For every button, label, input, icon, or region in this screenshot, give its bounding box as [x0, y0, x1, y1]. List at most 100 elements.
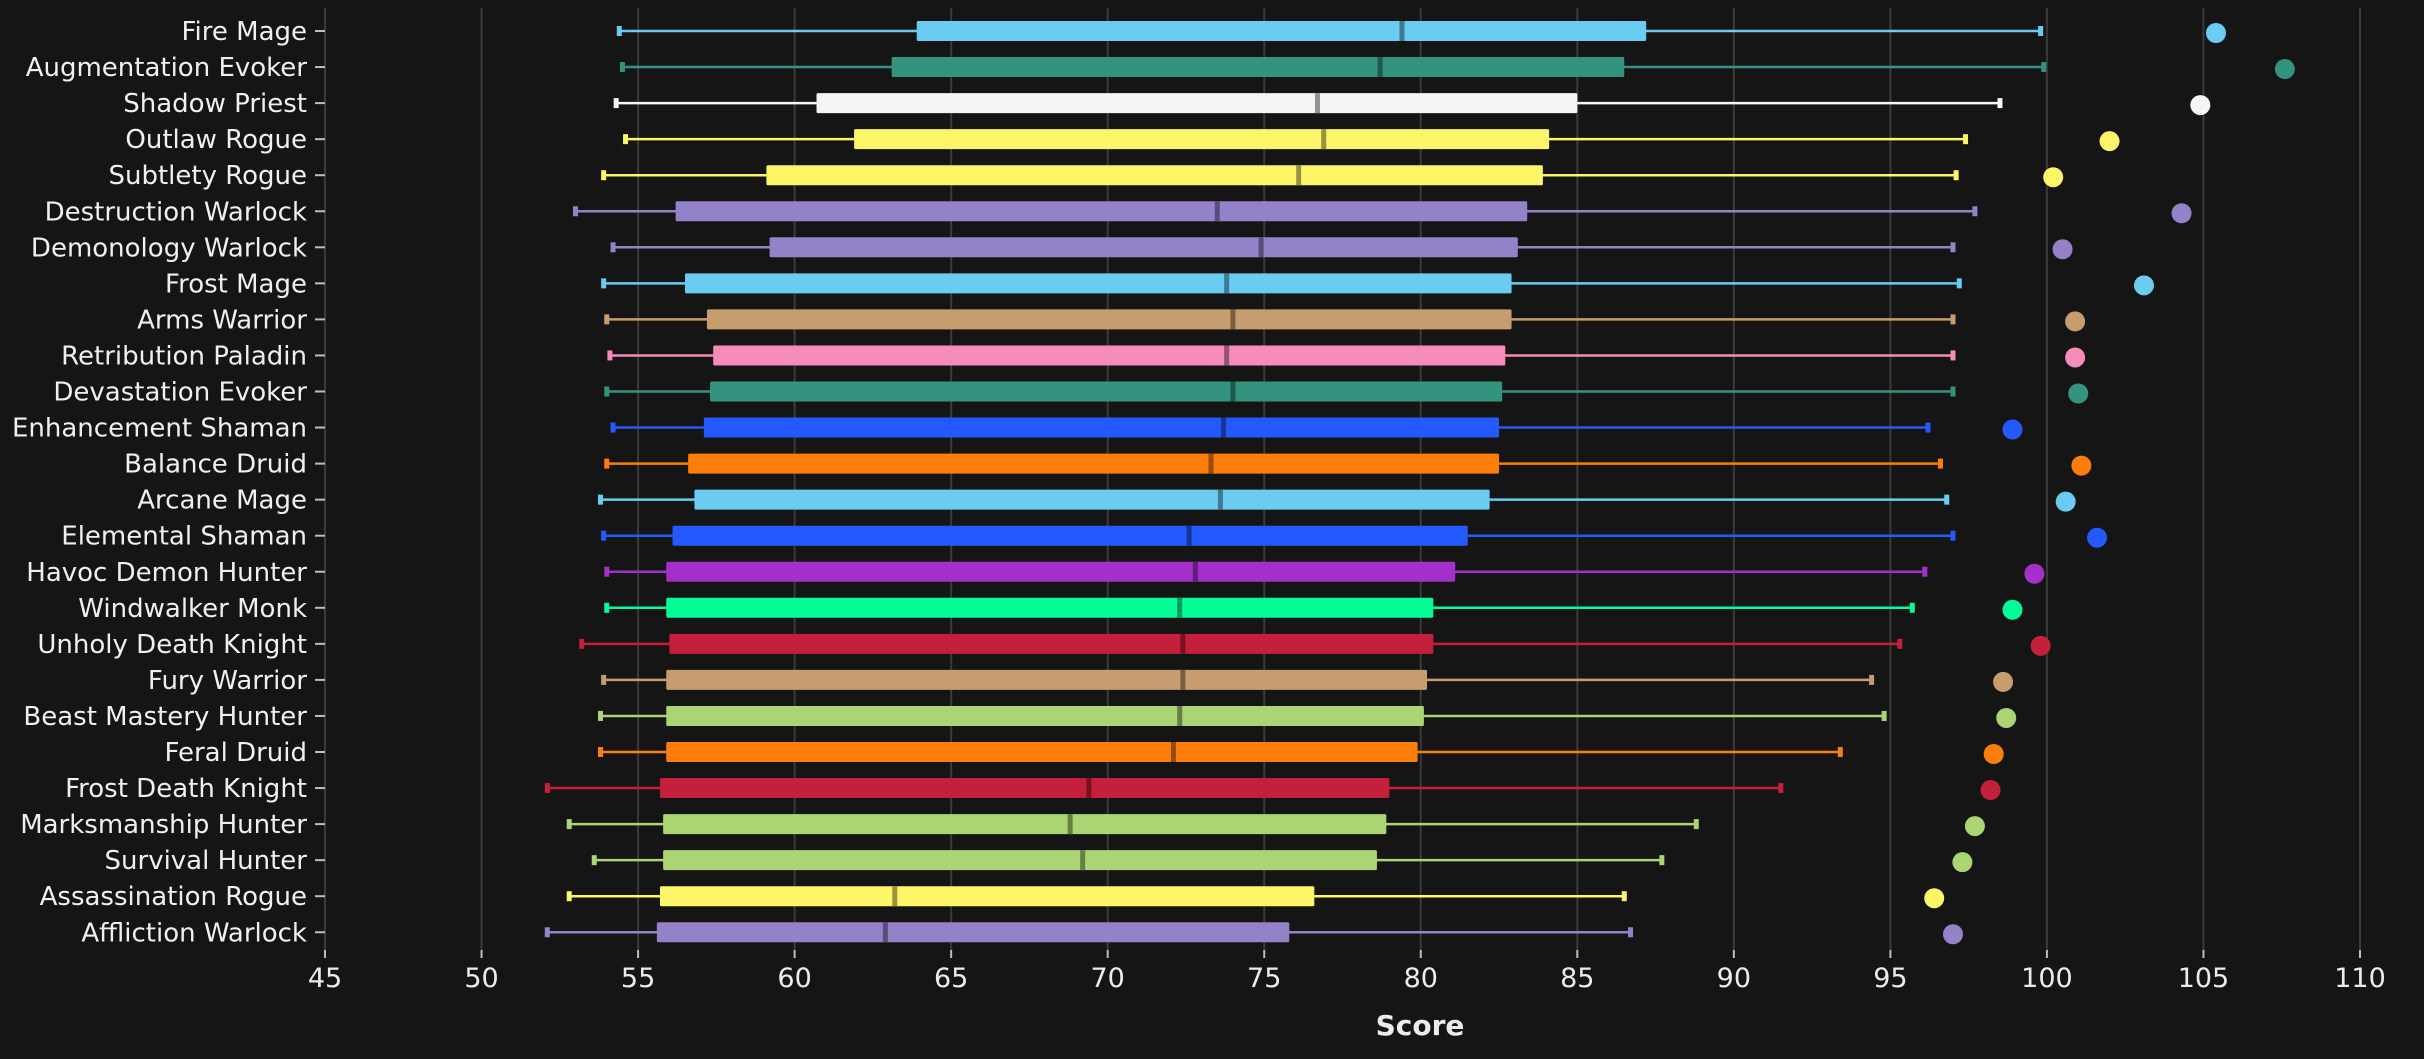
- whisker-cap-low-fire-mage: [616, 26, 622, 36]
- median-destruction-warlock: [1214, 201, 1220, 222]
- x-tick-label-100: 100: [2021, 963, 2073, 994]
- whisker-cap-low-marksmanship-hunter: [566, 819, 572, 830]
- x-tick-label-55: 55: [621, 963, 655, 994]
- whisker-cap-low-augmentation-evoker: [619, 62, 625, 73]
- median-shadow-priest: [1314, 93, 1320, 114]
- whisker-cap-high-demonology-warlock: [1950, 242, 1956, 253]
- x-tick-label-70: 70: [1091, 963, 1125, 994]
- box-augmentation-evoker: [891, 57, 1625, 78]
- x-tick-label-50: 50: [464, 963, 498, 994]
- category-label-fury-warrior: Fury Warrior: [148, 666, 307, 696]
- max-dot-frost-mage: [2133, 275, 2154, 296]
- whisker-cap-high-arcane-mage: [1944, 494, 1950, 505]
- whisker-cap-high-affliction-warlock: [1628, 927, 1634, 938]
- box-frost-death-knight: [659, 778, 1390, 799]
- category-label-outlaw-rogue: Outlaw Rogue: [125, 125, 307, 155]
- category-label-havoc-demon-hunter: Havoc Demon Hunter: [26, 558, 307, 588]
- median-feral-druid: [1170, 742, 1176, 762]
- x-tick-label-105: 105: [2178, 963, 2230, 994]
- whisker-cap-high-marksmanship-hunter: [1693, 819, 1699, 830]
- category-label-arms-warrior: Arms Warrior: [137, 305, 307, 335]
- max-dot-subtlety-rogue: [2043, 167, 2064, 188]
- max-dot-affliction-warlock: [1943, 924, 1963, 945]
- category-label-fire-mage: Fire Mage: [181, 17, 307, 47]
- category-label-frost-mage: Frost Mage: [165, 269, 307, 299]
- max-dot-assassination-rogue: [1924, 888, 1945, 909]
- box-balance-druid: [688, 453, 1500, 474]
- max-dot-destruction-warlock: [2171, 203, 2192, 224]
- whisker-cap-low-enhancement-shaman: [610, 422, 616, 433]
- box-arcane-mage: [694, 489, 1490, 510]
- box-frost-mage: [685, 273, 1512, 294]
- category-label-windwalker-monk: Windwalker Monk: [78, 594, 307, 624]
- x-tick-label-85: 85: [1560, 963, 1594, 994]
- dot-layer: [1924, 23, 2295, 945]
- median-unholy-death-knight: [1180, 633, 1186, 654]
- whisker-cap-high-elemental-shaman: [1950, 530, 1956, 541]
- whisker-cap-low-affliction-warlock: [544, 927, 550, 938]
- whisker-cap-low-frost-death-knight: [544, 783, 550, 794]
- max-dot-frost-death-knight: [1980, 780, 2001, 801]
- max-dot-elemental-shaman: [2087, 527, 2108, 548]
- box-demonology-warlock: [769, 237, 1518, 258]
- x-axis-title: Score: [1376, 1009, 1465, 1042]
- median-augmentation-evoker: [1377, 57, 1383, 78]
- median-balance-druid: [1208, 453, 1214, 474]
- median-enhancement-shaman: [1221, 417, 1227, 438]
- max-dot-survival-hunter: [1952, 852, 1973, 873]
- category-label-affliction-warlock: Affliction Warlock: [81, 918, 307, 948]
- median-survival-hunter: [1080, 850, 1086, 871]
- whisker-cap-high-augmentation-evoker: [2041, 62, 2047, 73]
- whisker-cap-low-retribution-paladin: [607, 350, 613, 361]
- whisker-cap-high-enhancement-shaman: [1925, 422, 1931, 433]
- box-destruction-warlock: [675, 201, 1528, 222]
- category-label-demonology-warlock: Demonology Warlock: [31, 233, 307, 263]
- box-havoc-demon-hunter: [666, 561, 1456, 582]
- whisker-layer: [544, 26, 2047, 938]
- max-dot-shadow-priest: [2190, 95, 2211, 116]
- whisker-cap-high-destruction-warlock: [1972, 206, 1978, 217]
- max-dot-outlaw-rogue: [2099, 131, 2120, 152]
- max-dot-devastation-evoker: [2068, 383, 2089, 404]
- whisker-cap-low-beast-mastery-hunter: [598, 710, 604, 721]
- max-dot-demonology-warlock: [2052, 239, 2073, 260]
- category-label-destruction-warlock: Destruction Warlock: [45, 197, 307, 227]
- box-outlaw-rogue: [854, 129, 1550, 150]
- box-assassination-rogue: [659, 886, 1315, 907]
- median-demonology-warlock: [1258, 237, 1264, 258]
- whisker-cap-high-shadow-priest: [1997, 98, 2003, 109]
- median-frost-death-knight: [1086, 778, 1092, 799]
- median-assassination-rogue: [892, 886, 898, 907]
- whisker-cap-high-balance-druid: [1937, 458, 1943, 469]
- whisker-cap-high-feral-druid: [1837, 747, 1843, 757]
- median-elemental-shaman: [1186, 525, 1192, 546]
- whisker-cap-low-shadow-priest: [613, 98, 619, 109]
- whisker-cap-low-arcane-mage: [598, 494, 604, 505]
- whisker-cap-low-unholy-death-knight: [579, 638, 585, 649]
- x-tick-label-110: 110: [2334, 963, 2386, 994]
- max-dot-arcane-mage: [2055, 491, 2076, 512]
- x-tick-label-75: 75: [1247, 963, 1281, 994]
- box-subtlety-rogue: [766, 165, 1543, 186]
- box-fire-mage: [916, 21, 1647, 41]
- median-beast-mastery-hunter: [1177, 705, 1183, 726]
- x-tick-label-90: 90: [1717, 963, 1751, 994]
- max-dot-enhancement-shaman: [2002, 419, 2023, 440]
- max-dot-retribution-paladin: [2065, 347, 2086, 368]
- whisker-cap-high-assassination-rogue: [1621, 891, 1627, 902]
- x-tick-label-80: 80: [1404, 963, 1438, 994]
- median-affliction-warlock: [882, 922, 888, 943]
- max-dot-balance-druid: [2071, 455, 2092, 476]
- median-layer: [882, 21, 1405, 943]
- whisker-cap-low-assassination-rogue: [566, 891, 572, 902]
- x-tick-label-45: 45: [308, 963, 342, 994]
- whisker-cap-low-havoc-demon-hunter: [604, 566, 610, 577]
- whisker-cap-high-fury-warrior: [1869, 674, 1875, 685]
- median-havoc-demon-hunter: [1192, 561, 1198, 582]
- median-fire-mage: [1399, 21, 1405, 41]
- category-label-devastation-evoker: Devastation Evoker: [53, 378, 307, 408]
- category-label-assassination-rogue: Assassination Rogue: [40, 882, 307, 912]
- median-subtlety-rogue: [1296, 165, 1302, 186]
